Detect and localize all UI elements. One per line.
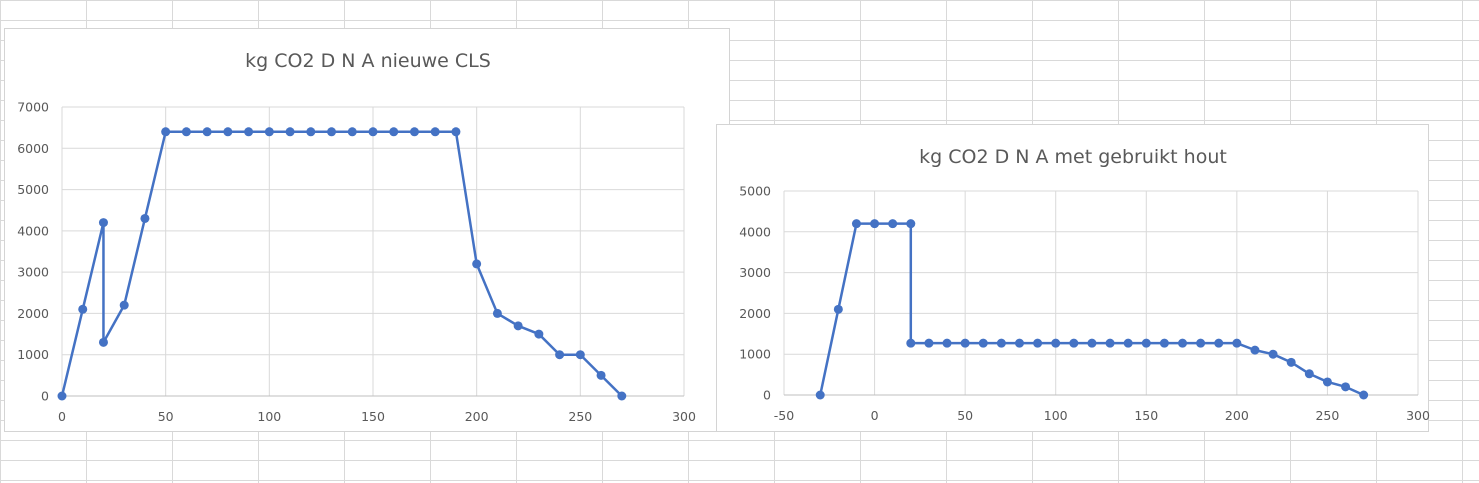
chart-2-y-tick-label: 1000 (739, 347, 771, 362)
chart-1-data-point (513, 321, 523, 331)
chart-1-data-point (285, 127, 295, 137)
chart-2-data-point (906, 338, 916, 348)
chart-2-area[interactable]: kg CO2 D N A met gebruikt hout -50 0 50 100… (716, 124, 1430, 432)
chart-2-data-point (815, 390, 825, 400)
chart-1-x-tick-label: 100 (257, 409, 281, 424)
chart-1-x-tick-label: 200 (465, 409, 489, 424)
chart-2-data-point (833, 304, 843, 314)
chart-2-y-tick-label: 2000 (739, 306, 771, 321)
chart-1-data-point (119, 300, 129, 310)
chart-1-y-tick-label: 3000 (17, 265, 49, 280)
chart-1-data-point (327, 127, 337, 137)
chart-2-data-point (960, 338, 970, 348)
chart-1-data-point (78, 304, 88, 314)
chart-2-data-point (1304, 369, 1314, 379)
chart-1-data-point (472, 259, 482, 269)
chart-2-data-point (870, 219, 880, 229)
chart-2-data-point (996, 338, 1006, 348)
chart-2-title: kg CO2 D N A met gebruikt hout (919, 146, 1227, 168)
chart-2-data-point (1178, 338, 1188, 348)
chart-2-x-tick-label: 250 (1315, 408, 1339, 423)
chart-1-y-tick-label: 6000 (17, 141, 49, 156)
chart-1-data-point (492, 308, 502, 318)
chart-1-data-point (389, 127, 399, 137)
chart-1-x-tick-label: 250 (568, 409, 592, 424)
chart-2-data-point (1341, 382, 1351, 392)
chart-1-data-point (98, 337, 108, 347)
chart-1-data-point (98, 218, 108, 228)
chart-1-data-point (244, 127, 254, 137)
chart-1-y-tick-label: 7000 (17, 100, 49, 115)
chart-2-x-tick-label: 50 (957, 408, 973, 423)
chart-1-title: kg CO2 D N A nieuwe CLS (245, 50, 491, 72)
chart-1-data-point (306, 127, 316, 137)
chart-1-x-tick-label: 50 (158, 409, 174, 424)
chart-2-data-point (1159, 338, 1169, 348)
chart-2-y-tick-label: 0 (763, 388, 771, 403)
chart-2-data-point (1141, 338, 1151, 348)
chart-2-data-point (906, 219, 916, 229)
chart-2-data-point (1105, 338, 1115, 348)
chart-2-y-tick-label: 3000 (739, 265, 771, 280)
chart-2-data-point (1359, 390, 1369, 400)
chart-2-y-tick-label: 5000 (739, 184, 771, 199)
chart-1-data-point (57, 391, 67, 401)
chart-2-data-point (1196, 338, 1206, 348)
chart-2-x-tick-label: 0 (871, 408, 879, 423)
chart-2-y-tick-label: 4000 (739, 224, 771, 239)
chart-2-data-point (888, 219, 898, 229)
chart-2-data-point (924, 338, 934, 348)
chart-1-data-point (368, 127, 378, 137)
chart-2-data-point (1014, 338, 1024, 348)
chart-1-x-tick-label: 0 (58, 409, 66, 424)
chart-1-data-point (181, 127, 191, 137)
chart-1-data-point (555, 350, 565, 360)
chart-2-data-point (1087, 338, 1097, 348)
chart-2-x-tick-label: 300 (1406, 408, 1430, 423)
chart-1-data-point (451, 127, 461, 137)
chart-1-x-tick-label: 300 (672, 409, 696, 424)
chart-1-data-point (347, 127, 357, 137)
chart-2-svg: kg CO2 D N A met gebruikt hout -50 0 50 100… (739, 146, 1430, 423)
chart-2-data-point (1214, 338, 1224, 348)
chart-1-series-line (60, 130, 623, 397)
chart-2-data-point (1069, 338, 1079, 348)
chart-2-data-point (1322, 377, 1332, 387)
chart-1-y-tick-label: 2000 (17, 306, 49, 321)
chart-1-y-tick-label: 0 (41, 389, 49, 404)
chart-2-data-point (1268, 349, 1278, 359)
chart-1-data-point (264, 127, 274, 137)
chart-2-data-point (1033, 338, 1043, 348)
chart-1-data-point (534, 329, 544, 339)
chart-1-y-tick-label: 1000 (17, 347, 49, 362)
chart-2-series-line (819, 222, 1365, 397)
chart-2-x-tick-label: 200 (1225, 408, 1249, 423)
chart-1-data-point (430, 127, 440, 137)
chart-2-data-point (942, 338, 952, 348)
chart-1-data-point (596, 370, 606, 380)
chart-1-y-tick-label: 5000 (17, 182, 49, 197)
chart-2-data-point (851, 219, 861, 229)
chart-1-data-point (161, 127, 171, 137)
chart-2-x-tick-label: 150 (1134, 408, 1158, 423)
chart-1-data-point (409, 127, 419, 137)
chart-1-data-point (617, 391, 627, 401)
chart-2-data-point (1232, 338, 1242, 348)
chart-2-data-point (1250, 345, 1260, 355)
chart-2-data-point (1051, 338, 1061, 348)
chart-1-data-point (223, 127, 233, 137)
chart-1-area[interactable]: kg CO2 D N A nieuwe CLS 0 50 100 150 200 250 3… (4, 28, 730, 432)
chart-1-data-point (140, 213, 150, 223)
chart-1-y-tick-label: 4000 (17, 223, 49, 238)
chart-2-x-tick-label: 100 (1044, 408, 1068, 423)
chart-1-data-point (202, 127, 212, 137)
chart-2-data-point (1123, 338, 1133, 348)
chart-1-svg: kg CO2 D N A nieuwe CLS 0 50 100 150 200 250 3… (17, 50, 696, 424)
chart-2-data-point (978, 338, 988, 348)
chart-2-data-point (1286, 357, 1296, 367)
chart-1-x-tick-label: 150 (361, 409, 385, 424)
chart-2-x-tick-label: -50 (774, 408, 794, 423)
chart-1-data-point (575, 350, 585, 360)
